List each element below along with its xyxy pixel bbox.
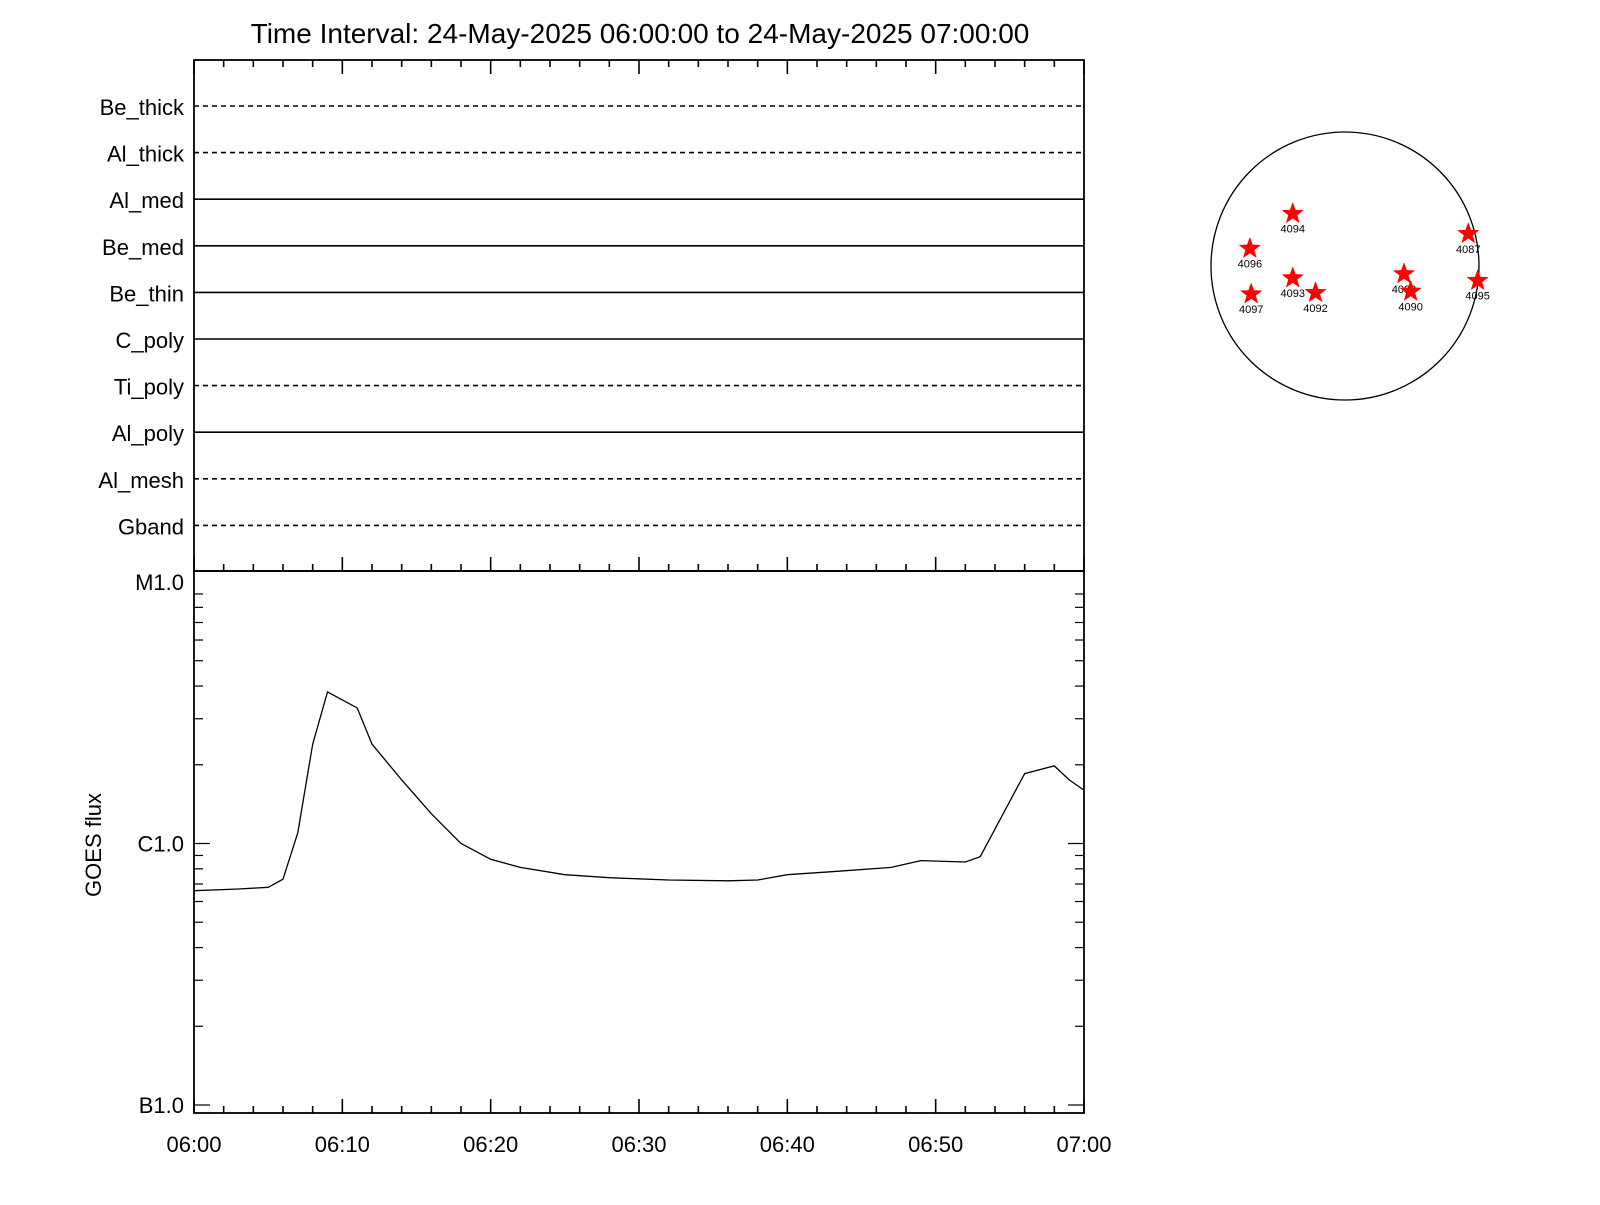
region-label: 4097 <box>1239 304 1263 316</box>
region-label: 4092 <box>1303 303 1327 315</box>
y-axis-label: GOES flux <box>81 793 106 897</box>
x-tick-label: 06:00 <box>166 1132 221 1157</box>
solar-disk-circle <box>1210 131 1480 401</box>
filter-label: C_poly <box>116 328 184 353</box>
region-star-marker <box>1399 279 1422 302</box>
y-tick-label: C1.0 <box>138 832 184 857</box>
region-star-marker <box>1281 266 1304 288</box>
region-label: 4093 <box>1280 288 1304 300</box>
region-star-marker <box>1457 222 1480 244</box>
x-tick-label: 06:40 <box>760 1132 815 1157</box>
region-label: 4087 <box>1456 244 1480 256</box>
x-tick-label: 06:10 <box>315 1132 370 1157</box>
filter-panel: Be_thick Al_thick Al_med Be_med Be_thin C_pol… <box>98 59 1085 572</box>
region-star-marker <box>1239 282 1263 304</box>
region-star-marker <box>1238 236 1261 259</box>
x-tick-label: 06:50 <box>908 1132 963 1157</box>
x-tick-label: 06:30 <box>611 1132 666 1157</box>
y-tick-label: M1.0 <box>135 570 184 595</box>
filter-label: Be_thin <box>109 281 184 306</box>
region-star-marker <box>1281 201 1304 224</box>
x-tick-label: 07:00 <box>1056 1132 1111 1157</box>
chart-title: Time Interval: 24-May-2025 06:00:00 to 2… <box>251 18 1030 49</box>
filter-label: Be_thick <box>100 95 185 120</box>
filter-label: Ti_poly <box>114 375 184 400</box>
filter-panel-frame <box>193 59 1085 572</box>
filter-label: Al_thick <box>107 142 185 167</box>
region-label: 4094 <box>1280 224 1304 236</box>
region-star-marker <box>1466 268 1489 291</box>
goes-flux-panel: 06:00 06:10 06:20 06:30 06:40 06:50 07:00 B1.0 C… <box>81 570 1112 1157</box>
filter-label: Al_poly <box>112 421 184 446</box>
x-tick-label: 06:20 <box>463 1132 518 1157</box>
filter-label: Gband <box>118 514 184 539</box>
goes-flux-line <box>193 690 1085 892</box>
goes-panel-frame <box>193 570 1085 1114</box>
solar-disk-panel: 409440874096409340974092409840904095 <box>1210 131 1490 401</box>
region-label: 4096 <box>1238 259 1262 271</box>
region-label: 4090 <box>1398 301 1422 313</box>
region-star-marker <box>1304 281 1327 303</box>
filter-label: Al_mesh <box>98 468 184 493</box>
filter-label: Al_med <box>109 188 184 213</box>
region-label: 4095 <box>1465 291 1489 303</box>
filter-label: Be_med <box>102 235 184 260</box>
region-star-marker <box>1392 262 1416 284</box>
y-tick-label: B1.0 <box>139 1093 184 1118</box>
